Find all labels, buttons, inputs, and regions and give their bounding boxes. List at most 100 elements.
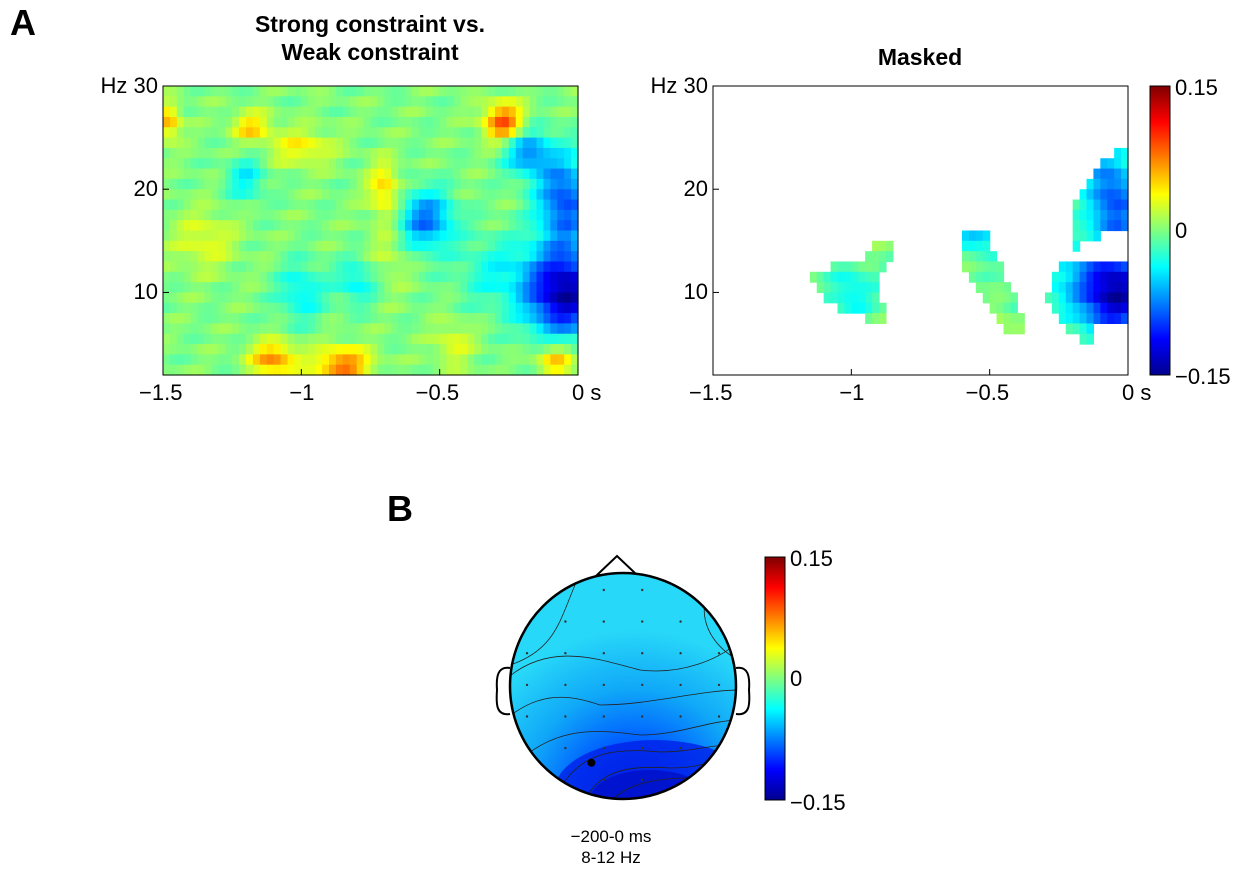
heatmap-cell [280,168,289,180]
heatmap-cell [301,282,309,294]
heatmap-cell [439,199,448,211]
heatmap-cell [418,261,427,273]
heatmap-cell [467,209,475,221]
heatmap-cell [342,178,351,190]
heatmap-cell [446,313,455,324]
heatmap-cell [557,282,565,294]
heatmap-cell [377,127,385,139]
heatmap-cell [294,292,302,304]
heatmap-left-frame [162,85,579,376]
heatmap-cell [529,158,538,170]
heatmap-cell [377,271,385,283]
heatmap-cell [190,230,199,242]
heatmap-cell [356,168,365,180]
heatmap-cell [218,344,226,355]
heatmap-cell [391,251,399,263]
heatmap-cell [169,106,178,118]
heatmap-cell [356,313,365,324]
heatmap-cell [183,158,192,170]
heatmap-cell [335,344,344,355]
heatmap-cell [176,209,185,221]
heatmap-cell [996,302,1005,314]
heatmap-cell [474,364,482,376]
heatmap-cell [301,230,309,242]
heatmap-cell [176,178,185,190]
heatmap-cell [280,86,289,97]
heatmap-cell [329,313,337,324]
heatmap-cell [474,106,482,118]
heatmap-cell [557,302,565,314]
heatmap-cell [169,251,178,263]
heatmap-cell [239,220,247,232]
heatmap-cell [571,158,579,170]
heatmap-cell [363,209,372,221]
heatmap-cell [550,178,558,190]
heatmap-cell [294,364,302,376]
heatmap-cell [405,86,413,97]
topoplot-right-ear [735,666,751,716]
heatmap-cell [1086,271,1095,283]
heatmap-cell [488,158,496,170]
heatmap-cell [266,116,275,128]
heatmap-cell [370,271,379,283]
heatmap-cell [996,282,1005,294]
heatmap-cell [418,313,427,324]
heatmap-cell [405,116,413,128]
heatmap-cell [252,137,261,149]
heatmap-cell [501,251,510,263]
heatmap-cell [515,209,524,221]
heatmap-cell [301,333,309,345]
colorbar-a-min-label: −0.15 [1175,364,1231,389]
heatmap-cell [418,147,427,159]
heatmap-cell [398,302,406,314]
heatmap-cell [474,313,482,324]
heatmap-cell [418,364,427,376]
heatmap-cell [169,127,178,139]
heatmap-cell [301,323,309,335]
heatmap-cell [412,86,420,97]
heatmap-cell [1051,271,1060,283]
heatmap-cell [322,354,330,366]
heatmap-cell [163,251,171,263]
heatmap-cell [169,323,178,335]
heatmap-cell [252,96,261,108]
heatmap-cell [190,178,199,190]
heatmap-cell [287,313,296,324]
heatmap-cell [830,261,839,273]
heatmap-cell [481,344,489,355]
heatmap-left-ytick-label: Hz 30 [100,73,158,98]
heatmap-cell [488,230,496,242]
heatmap-cell [467,106,475,118]
heatmap-cell [474,220,482,232]
heatmap-cell [169,333,178,345]
heatmap-cell [488,189,496,201]
heatmap-cell [543,251,551,263]
heatmap-cell [1100,189,1108,201]
colorbar-a [1149,85,1171,376]
heatmap-cell [495,147,503,159]
heatmap-cell [481,323,489,335]
heatmap-cell [246,240,254,252]
heatmap-cell [204,240,213,252]
heatmap-cell [370,220,379,232]
heatmap-cell [1051,302,1060,314]
heatmap-cell [197,292,206,304]
heatmap-cell [197,168,206,180]
heatmap-cell [363,116,372,128]
heatmap-cell [377,106,385,118]
heatmap-cell [543,86,551,97]
heatmap-cell [342,313,351,324]
heatmap-cell [425,323,434,335]
heatmap-cell [370,251,379,263]
heatmap-cell [405,168,413,180]
heatmap-cell [342,230,351,242]
heatmap-cell [439,147,448,159]
heatmap-cell [460,127,468,139]
heatmap-cell [356,209,365,221]
heatmap-cell [384,127,392,139]
heatmap-cell [232,240,240,252]
heatmap-cell [384,251,392,263]
heatmap-cell [197,86,206,97]
heatmap-cell [571,106,579,118]
heatmap-cell [564,323,572,335]
